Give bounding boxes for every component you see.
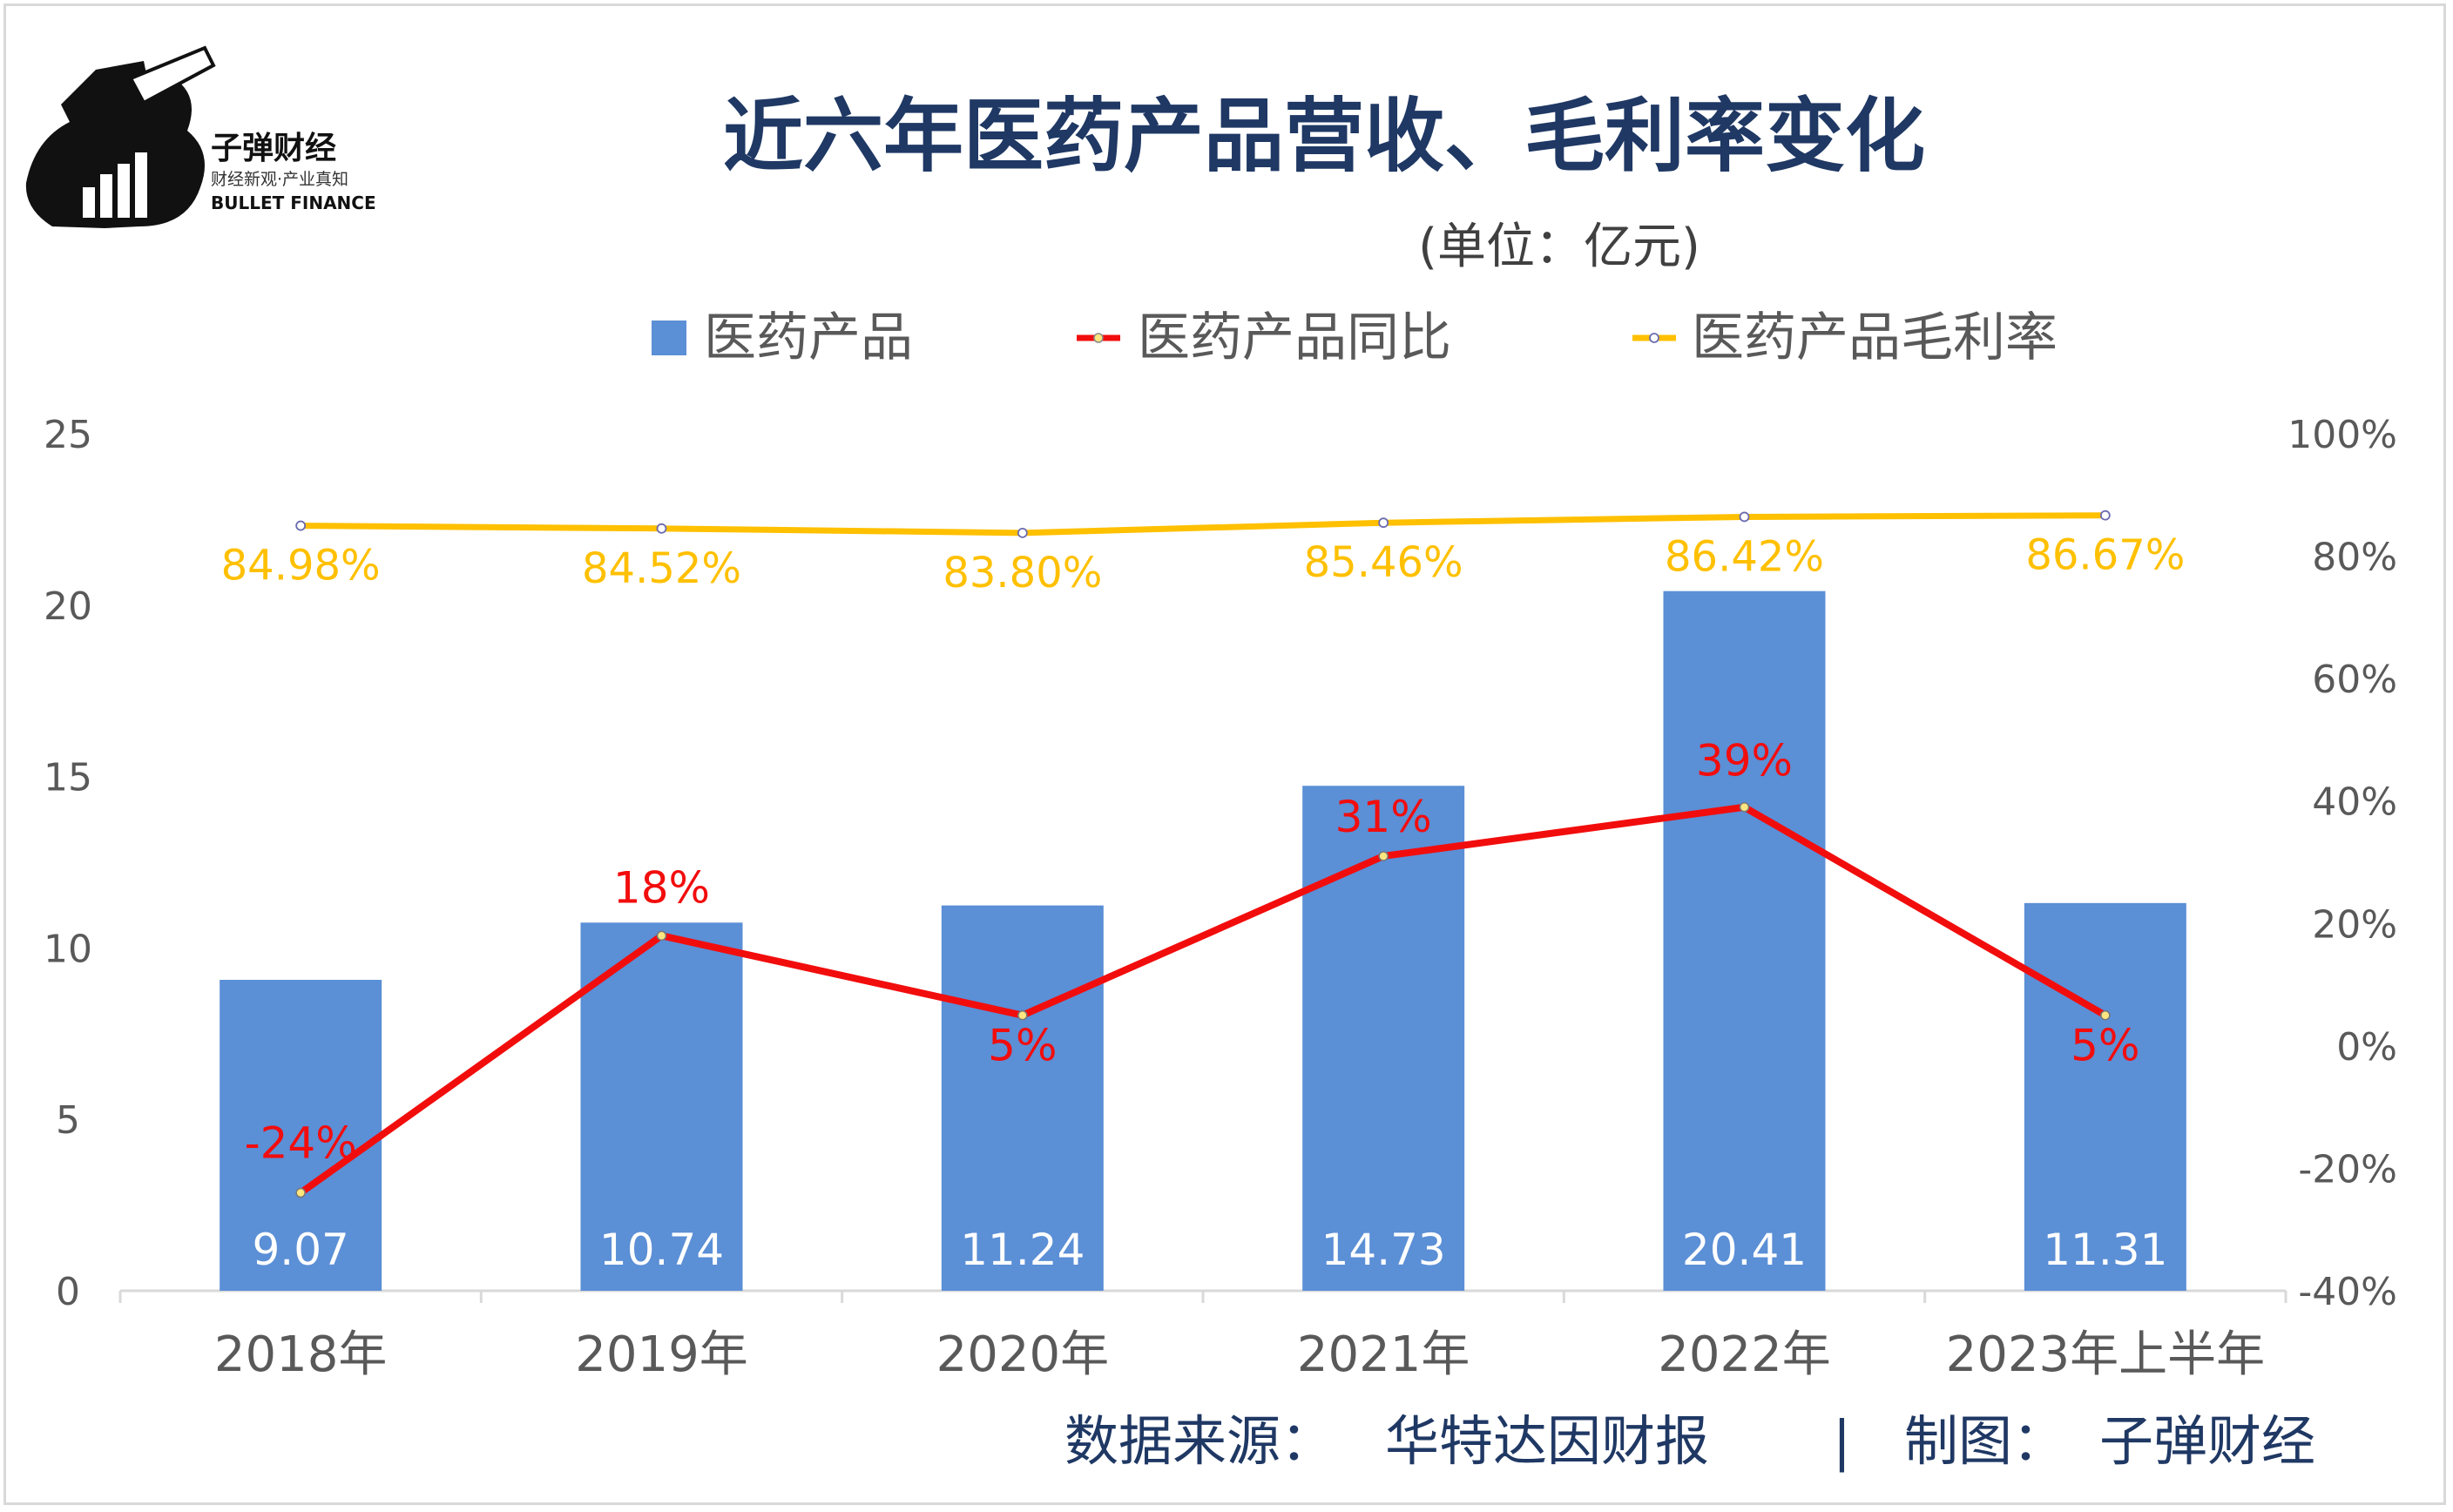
yoy-point[interactable] bbox=[1378, 851, 1389, 861]
legend-marker-margin bbox=[1649, 333, 1659, 343]
logo-emblem-icon bbox=[25, 61, 205, 228]
y-left-tick-label: 10 bbox=[44, 927, 92, 971]
y-axis-left: 0 5 10 15 20 25 bbox=[44, 413, 92, 1314]
yoy-value-label: 5% bbox=[988, 1021, 1057, 1071]
brand-english: BULLET FINANCE bbox=[211, 192, 376, 213]
y-left-tick-label: 0 bbox=[56, 1270, 80, 1314]
chart-title: 近六年医药产品营收、毛利率变化 bbox=[723, 90, 1925, 183]
brand-name: 子弹财经 bbox=[211, 131, 336, 166]
footer-maker: 子弹财经 bbox=[2099, 1409, 2315, 1473]
y-right-tick-label: -20% bbox=[2298, 1147, 2397, 1191]
yoy-line-series: -24% 18% 5% 31% 39% 5% bbox=[245, 736, 2139, 1198]
x-tick-label: 2022年 bbox=[1658, 1326, 1831, 1383]
y-left-tick-label: 5 bbox=[56, 1098, 80, 1143]
brand-slogan: 财经新观·产业真知 bbox=[211, 170, 348, 189]
footer: 数据来源： 华特达因财报 | 制图： 子弹财经 bbox=[1064, 1409, 2315, 1474]
y-axis-right: -40% -20% 0% 20% 40% 60% 80% 100% bbox=[2287, 413, 2397, 1314]
yoy-value-label: 31% bbox=[1335, 792, 1432, 842]
footer-source-label: 数据来源： bbox=[1064, 1409, 1335, 1473]
legend-marker-yoy bbox=[1093, 333, 1104, 343]
footer-separator: | bbox=[1833, 1409, 1851, 1474]
logo-bar-icon bbox=[135, 152, 147, 218]
x-tick-label: 2019年 bbox=[575, 1326, 748, 1383]
margin-value-label: 86.67% bbox=[2025, 531, 2185, 580]
footer-source: 华特达因财报 bbox=[1385, 1409, 1709, 1473]
logo-bar-icon bbox=[83, 187, 95, 218]
x-axis: 2018年 2019年 2020年 2021年 2022年 2023年上半年 bbox=[118, 1289, 2287, 1383]
y-right-tick-label: -40% bbox=[2298, 1270, 2397, 1314]
logo-bullet-icon bbox=[128, 45, 216, 105]
y-right-tick-label: 100% bbox=[2287, 413, 2397, 457]
bar-value-label: 11.24 bbox=[960, 1225, 1085, 1275]
y-right-tick-label: 0% bbox=[2336, 1025, 2397, 1070]
legend-label-bar: 医药产品 bbox=[704, 307, 913, 368]
bar[interactable] bbox=[1302, 786, 1465, 1291]
margin-point[interactable] bbox=[2099, 510, 2111, 521]
bar[interactable] bbox=[1663, 591, 1826, 1291]
yoy-value-label: 5% bbox=[2071, 1021, 2139, 1071]
margin-value-label: 84.52% bbox=[582, 544, 741, 593]
bar-value-label: 14.73 bbox=[1321, 1225, 1446, 1275]
margin-point[interactable] bbox=[1739, 511, 1750, 523]
legend: 医药产品 医药产品同比 医药产品毛利率 bbox=[652, 307, 2058, 368]
yoy-point[interactable] bbox=[656, 930, 667, 942]
bar[interactable] bbox=[2024, 902, 2186, 1291]
logo-bar-icon bbox=[100, 174, 112, 218]
y-right-tick-label: 60% bbox=[2312, 658, 2397, 702]
yoy-point[interactable] bbox=[295, 1187, 306, 1198]
bar[interactable] bbox=[580, 922, 743, 1291]
bar-value-label: 11.31 bbox=[2043, 1225, 2167, 1275]
yoy-point[interactable] bbox=[1017, 1009, 1028, 1021]
margin-point[interactable] bbox=[1378, 517, 1389, 529]
margin-line bbox=[301, 512, 2105, 537]
yoy-value-label: -24% bbox=[245, 1118, 357, 1169]
brand-logo: 子弹财经 财经新观·产业真知 BULLET FINANCE bbox=[25, 45, 376, 228]
y-left-tick-label: 15 bbox=[44, 756, 92, 800]
y-left-tick-label: 20 bbox=[44, 584, 92, 629]
yoy-value-label: 18% bbox=[613, 862, 710, 913]
y-right-tick-label: 80% bbox=[2312, 536, 2397, 580]
bar-value-label: 9.07 bbox=[253, 1225, 349, 1275]
margin-point[interactable] bbox=[295, 520, 307, 531]
margin-value-label: 83.80% bbox=[943, 549, 1102, 597]
bar-value-label: 10.74 bbox=[599, 1225, 724, 1275]
bar[interactable] bbox=[220, 980, 382, 1291]
x-tick-label: 2021年 bbox=[1297, 1326, 1470, 1383]
x-tick-label: 2018年 bbox=[214, 1326, 388, 1383]
logo-bar-icon bbox=[118, 164, 130, 218]
margin-value-label: 84.98% bbox=[221, 542, 381, 591]
y-right-tick-label: 40% bbox=[2312, 780, 2397, 825]
x-tick-label: 2023年上半年 bbox=[1946, 1326, 2266, 1383]
margin-value-label: 86.42% bbox=[1665, 532, 1824, 581]
bar[interactable] bbox=[941, 905, 1104, 1291]
legend-swatch-bar bbox=[652, 321, 686, 355]
yoy-point[interactable] bbox=[2100, 1009, 2111, 1021]
y-left-tick-label: 25 bbox=[44, 413, 92, 457]
bar-series: 9.07 10.74 11.24 14.73 20.41 11.31 bbox=[220, 591, 2186, 1291]
chart-subtitle: (单位：亿元) bbox=[1418, 219, 1700, 275]
legend-label-yoy: 医药产品同比 bbox=[1138, 307, 1451, 368]
legend-label-margin: 医药产品毛利率 bbox=[1692, 307, 2058, 368]
footer-maker-label: 制图： bbox=[1904, 1409, 2066, 1473]
y-right-tick-label: 20% bbox=[2312, 902, 2397, 947]
margin-line-series: 84.98% 84.52% 83.80% 85.46% 86.42% 86.67% bbox=[221, 510, 2185, 597]
margin-point[interactable] bbox=[656, 523, 667, 534]
yoy-value-label: 39% bbox=[1696, 736, 1793, 786]
yoy-point[interactable] bbox=[1739, 801, 1750, 813]
x-tick-label: 2020年 bbox=[936, 1326, 1110, 1383]
yoy-line bbox=[298, 803, 2107, 1196]
margin-value-label: 85.46% bbox=[1304, 538, 1463, 587]
margin-point[interactable] bbox=[1017, 527, 1028, 538]
bar-value-label: 20.41 bbox=[1682, 1225, 1807, 1275]
